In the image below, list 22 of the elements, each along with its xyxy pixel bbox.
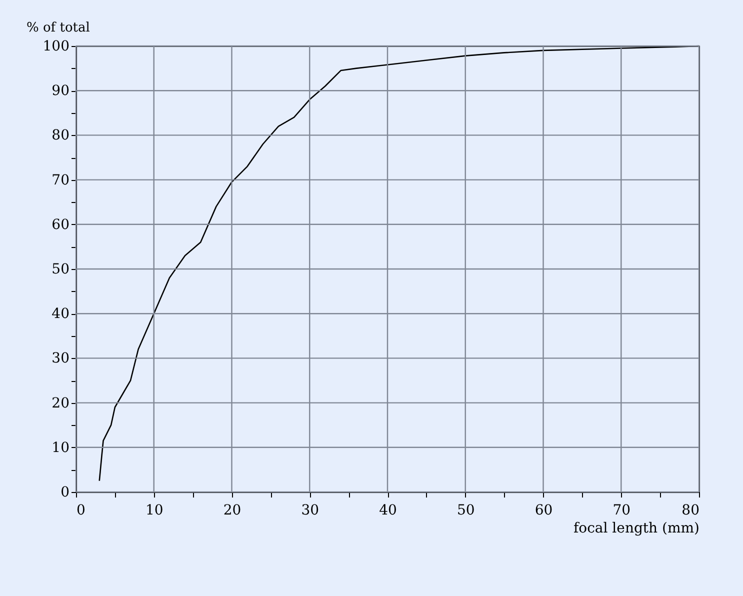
x-axis-title: focal length (mm) (573, 520, 700, 536)
x-tick-label: 40 (379, 502, 397, 518)
y-tick-label: 90 (52, 83, 70, 100)
x-tick-label: 50 (456, 502, 475, 518)
x-tick-label: 0 (76, 502, 86, 518)
y-tick-label: 10 (52, 440, 70, 456)
y-tick-label: 80 (52, 128, 70, 144)
x-tick-label: 30 (301, 502, 320, 518)
y-tick-label: 60 (52, 216, 70, 233)
y-tick-label: 40 (52, 306, 70, 322)
y-tick-label: 20 (52, 395, 70, 412)
y-tick-label: 50 (52, 262, 70, 278)
x-tick-label: 60 (534, 502, 553, 518)
y-tick-label: 30 (52, 350, 70, 367)
y-tick-label: 100 (42, 38, 70, 54)
y-tick-label: 70 (52, 172, 70, 188)
x-tick-label: 20 (223, 502, 242, 518)
x-tick-label: 80 (682, 502, 700, 518)
x-tick-label: 70 (612, 502, 631, 518)
y-axis-title: % of total (26, 20, 90, 36)
x-tick-label: 10 (145, 502, 164, 518)
y-tick-label: 0 (60, 484, 70, 500)
